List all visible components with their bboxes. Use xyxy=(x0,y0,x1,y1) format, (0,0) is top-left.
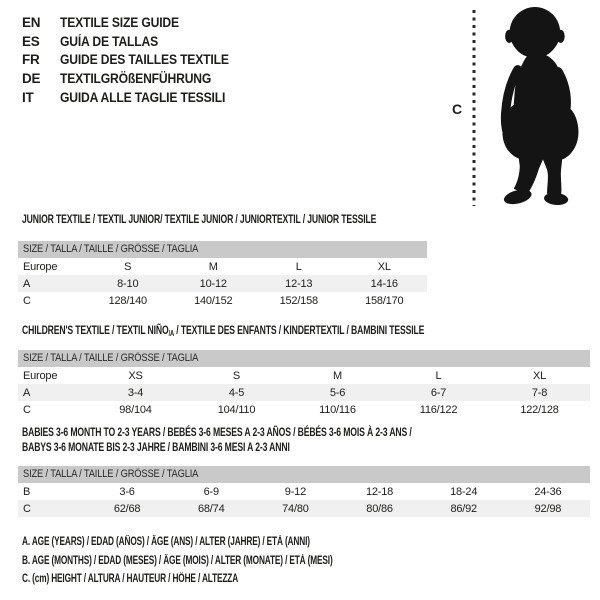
row-label: A xyxy=(23,277,31,290)
table-cell: 6-7 xyxy=(430,386,447,399)
table-row: Europe XS S M L XL xyxy=(18,367,590,384)
table-cell: 4-5 xyxy=(228,386,245,399)
table-cell: XS xyxy=(128,369,143,382)
table-cell: 3-6 xyxy=(119,485,135,498)
table-cell: XL xyxy=(377,260,391,273)
children-size-table: SIZE / TALLA / TAILLE / GRÖSSE / TAGLIA … xyxy=(18,350,590,418)
size-header-label: SIZE / TALLA / TAILLE / GRÖSSE / TAGLIA xyxy=(23,352,199,364)
table-row: C 98/104 104/110 110/116 116/122 122/128 xyxy=(18,401,590,418)
table-cell: 12-13 xyxy=(285,277,313,290)
table-cell: 8-10 xyxy=(117,277,139,290)
legend: A. AGE (YEARS) / EDAD (AÑOS) / ÂGE (ANS)… xyxy=(22,533,453,589)
language-name: GUIDA ALLE TAGLIE TESSILI xyxy=(60,89,226,105)
row-label: A xyxy=(23,386,31,399)
junior-section-title: JUNIOR TEXTILE / TEXTIL JUNIOR/ TEXTILE … xyxy=(22,212,377,226)
children-section-title: CHILDREN'S TEXTILE / TEXTIL NIÑO/A / TEX… xyxy=(22,323,425,338)
table-cell: 10-12 xyxy=(199,277,227,290)
table-cell: S xyxy=(124,260,132,273)
table-cell: 92/98 xyxy=(534,502,562,515)
language-row: FR GUIDE DES TAILLES TEXTILE xyxy=(22,50,248,69)
height-dimension-label: C xyxy=(452,101,462,117)
table-cell: 62/68 xyxy=(113,502,141,515)
language-name: TEXTILE SIZE GUIDE xyxy=(60,14,179,30)
table-cell: XL xyxy=(532,369,547,382)
row-label: C xyxy=(23,294,31,307)
table-cell: 6-9 xyxy=(203,485,220,498)
table-row: Europe S M L XL xyxy=(18,258,427,275)
row-label: Europe xyxy=(23,260,58,273)
table-row: A 8-10 10-12 12-13 14-16 xyxy=(18,275,427,292)
legend-line-c: C. (cm) HEIGHT / ALTURA / HAUTEUR / HÖHE… xyxy=(22,573,239,585)
size-header-label: SIZE / TALLA / TAILLE / GRÖSSE / TAGLIA xyxy=(23,243,199,255)
table-cell: 128/140 xyxy=(108,294,148,307)
table-cell: 5-6 xyxy=(329,386,346,399)
table-cell: 122/128 xyxy=(520,403,559,416)
row-label: C xyxy=(23,502,31,515)
table-cell: 152/158 xyxy=(279,294,319,307)
legend-line-a: A. AGE (YEARS) / EDAD (AÑOS) / ÂGE (ANS)… xyxy=(22,536,310,548)
junior-size-table: SIZE / TALLA / TAILLE / GRÖSSE / TAGLIA … xyxy=(18,241,427,309)
table-cell: 7-8 xyxy=(531,386,548,399)
size-header-bar: SIZE / TALLA / TAILLE / GRÖSSE / TAGLIA xyxy=(18,350,590,367)
table-row: A 3-4 4-5 5-6 6-7 7-8 xyxy=(18,384,590,401)
row-label: C xyxy=(23,403,31,416)
size-header-label: SIZE / TALLA / TAILLE / GRÖSSE / TAGLIA xyxy=(23,468,199,480)
language-code: ES xyxy=(22,33,40,49)
babies-section-title: BABIES 3-6 MONTH TO 2-3 YEARS / BEBÉS 3-… xyxy=(22,425,412,454)
table-cell: L xyxy=(295,260,302,273)
table-cell: M xyxy=(208,260,218,273)
size-header-bar: SIZE / TALLA / TAILLE / GRÖSSE / TAGLIA xyxy=(18,466,590,483)
row-label: B xyxy=(23,485,31,498)
table-cell: 68/74 xyxy=(197,502,225,515)
language-code: EN xyxy=(22,14,41,30)
subscript: /A xyxy=(168,329,175,338)
baby-silhouette-icon xyxy=(500,7,579,206)
baby-height-figure: C xyxy=(448,5,598,209)
table-cell: 140/152 xyxy=(194,294,233,307)
table-cell: 74/80 xyxy=(282,502,309,515)
table-cell: 86/92 xyxy=(450,502,477,515)
table-cell: 18-24 xyxy=(450,485,478,498)
table-cell: 24-36 xyxy=(534,485,562,498)
table-cell: L xyxy=(435,369,442,382)
language-code: IT xyxy=(22,89,34,105)
table-cell: 9-12 xyxy=(284,485,306,498)
row-label: Europe xyxy=(23,369,58,382)
language-name: GUÍA DE TALLAS xyxy=(60,33,159,49)
size-header-bar: SIZE / TALLA / TAILLE / GRÖSSE / TAGLIA xyxy=(18,241,427,258)
table-cell: 3-4 xyxy=(127,386,144,399)
babies-size-table: SIZE / TALLA / TAILLE / GRÖSSE / TAGLIA … xyxy=(18,466,590,517)
language-row: DE TEXTILGRÖßENFÜHRUNG xyxy=(22,69,248,88)
legend-line-b: B. AGE (MONTHS) / EDAD (MESES) / ÂGE (MO… xyxy=(22,554,333,567)
table-cell: 116/122 xyxy=(419,403,458,416)
table-cell: 12-18 xyxy=(365,485,394,498)
table-cell: 98/104 xyxy=(119,403,152,416)
table-cell: 14-16 xyxy=(370,277,398,290)
table-cell: M xyxy=(333,369,342,382)
language-name: TEXTILGRÖßENFÜHRUNG xyxy=(60,70,212,86)
table-row: C 62/68 68/74 74/80 80/86 86/92 92/98 xyxy=(18,500,590,517)
table-cell: 158/170 xyxy=(365,294,404,307)
language-code: FR xyxy=(22,52,40,68)
table-row: C 128/140 140/152 152/158 158/170 xyxy=(18,292,427,309)
language-row: ES GUÍA DE TALLAS xyxy=(22,32,248,51)
language-list: EN TEXTILE SIZE GUIDE ES GUÍA DE TALLAS … xyxy=(22,13,248,106)
table-row: B 3-6 6-9 9-12 12-18 18-24 24-36 xyxy=(18,483,590,500)
language-row: IT GUIDA ALLE TAGLIE TESSILI xyxy=(22,88,248,107)
table-cell: 80/86 xyxy=(366,502,393,515)
language-row: EN TEXTILE SIZE GUIDE xyxy=(22,13,248,32)
table-cell: S xyxy=(232,369,241,382)
height-dotted-line xyxy=(472,10,476,206)
language-name: GUIDE DES TAILLES TEXTILE xyxy=(60,52,229,68)
table-cell: 104/110 xyxy=(217,403,256,416)
table-cell: 110/116 xyxy=(319,403,356,416)
language-code: DE xyxy=(22,70,41,86)
